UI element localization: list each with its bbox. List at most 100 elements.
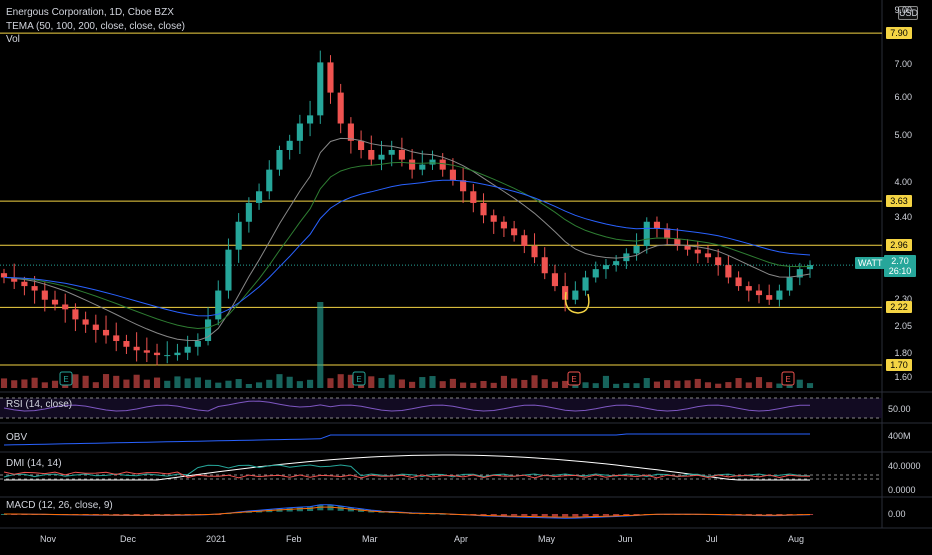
candle-body bbox=[0, 273, 8, 278]
volume-bar bbox=[490, 382, 497, 388]
macd-hist-bar bbox=[480, 514, 487, 516]
level-tag: 7.90 bbox=[886, 27, 912, 40]
volume-bar bbox=[215, 382, 222, 388]
volume-bar bbox=[153, 377, 161, 388]
time-axis-label: 2021 bbox=[206, 534, 227, 544]
candle-body bbox=[327, 62, 334, 93]
rsi-axis-value: 50.00 bbox=[888, 404, 911, 414]
candle-body bbox=[551, 273, 558, 287]
obv-line bbox=[3, 433, 810, 446]
time-axis-label: Dec bbox=[120, 534, 137, 544]
macd-hist-bar bbox=[745, 514, 752, 515]
volume-bar bbox=[378, 378, 385, 388]
candle-body bbox=[11, 277, 18, 282]
volume-bar bbox=[613, 383, 620, 388]
candle-body bbox=[286, 140, 293, 150]
candle-body bbox=[51, 299, 59, 305]
volume-bar bbox=[31, 377, 38, 388]
candle-body bbox=[684, 245, 691, 250]
price-axis-label: 4.00 bbox=[894, 177, 912, 187]
volume-bar bbox=[194, 377, 201, 388]
candle-body bbox=[92, 324, 99, 330]
macd-hist-bar bbox=[766, 514, 773, 515]
candle-body bbox=[429, 159, 436, 165]
candle-body bbox=[113, 335, 120, 342]
volume-bar bbox=[143, 379, 150, 388]
macd-hist-bar bbox=[613, 514, 620, 516]
obv-legend: OBV bbox=[6, 432, 28, 443]
volume-bar bbox=[164, 380, 171, 388]
volume-bar bbox=[582, 382, 589, 388]
candle-body bbox=[704, 253, 712, 258]
volume-bar bbox=[174, 376, 181, 388]
candle-body bbox=[582, 277, 589, 291]
candle-body bbox=[664, 228, 671, 239]
candle-body bbox=[133, 346, 140, 351]
candle-body bbox=[266, 169, 273, 192]
volume-bar bbox=[806, 383, 814, 388]
macd-hist-bar bbox=[531, 514, 538, 517]
volume-bar bbox=[266, 379, 273, 388]
candle-body bbox=[31, 286, 38, 291]
macd-hist-bar bbox=[776, 514, 783, 515]
candle-body bbox=[225, 249, 232, 291]
macd-hist-bar bbox=[500, 514, 507, 516]
candle-body bbox=[613, 261, 620, 266]
candle-body bbox=[307, 115, 314, 124]
volume-bar bbox=[204, 379, 212, 388]
annotation-circle bbox=[564, 291, 590, 314]
time-axis-label: Jul bbox=[706, 534, 718, 544]
volume-bar bbox=[286, 376, 293, 388]
volume-bar bbox=[388, 374, 395, 388]
volume-bar bbox=[684, 380, 691, 388]
price-axis-label: 1.60 bbox=[894, 372, 912, 382]
volume-bar bbox=[102, 374, 110, 388]
macd-hist-bar bbox=[102, 514, 110, 515]
candle-body bbox=[449, 169, 456, 181]
candle-body bbox=[41, 290, 48, 300]
candle-body bbox=[62, 304, 69, 310]
svg-text:E: E bbox=[571, 375, 576, 384]
tema-line-2 bbox=[3, 161, 811, 330]
macd-hist-bar bbox=[521, 514, 528, 516]
volume-bar bbox=[664, 380, 671, 388]
dmi-axis-value-top: 40.0000 bbox=[888, 461, 921, 471]
candle-body bbox=[194, 341, 201, 347]
candle-body bbox=[21, 281, 28, 287]
volume-bar bbox=[337, 374, 344, 388]
last-price-tag: 2.70 26:10 bbox=[884, 255, 916, 277]
volume-bar bbox=[449, 378, 456, 388]
macd-hist-bar bbox=[164, 514, 171, 515]
volume-bar bbox=[398, 379, 405, 388]
macd-signal-line bbox=[4, 506, 811, 518]
volume-bar bbox=[51, 380, 59, 388]
macd-hist-bar bbox=[113, 514, 120, 515]
macd-hist-bar bbox=[623, 514, 630, 516]
candle-body bbox=[215, 290, 222, 320]
volume-bar bbox=[562, 380, 569, 388]
candle-body bbox=[123, 341, 130, 347]
volume-bar bbox=[500, 375, 507, 388]
volume-bar bbox=[184, 378, 191, 388]
volume-bar bbox=[592, 383, 599, 388]
candle-body bbox=[796, 269, 803, 278]
candle-body bbox=[245, 202, 252, 222]
volume-bar bbox=[766, 382, 773, 388]
price-axis-label: 3.40 bbox=[894, 212, 912, 222]
candle-body bbox=[500, 221, 507, 229]
candle-body bbox=[521, 235, 528, 246]
candle-body bbox=[388, 149, 395, 155]
dmi-plus-line bbox=[3, 464, 811, 478]
candle-body bbox=[102, 329, 110, 336]
candle-body bbox=[153, 352, 161, 356]
volume-bar bbox=[715, 383, 722, 388]
candle-body bbox=[347, 123, 354, 141]
chart-title: Energous Corporation, 1D, Cboe BZX bbox=[6, 7, 174, 18]
candle-body bbox=[745, 286, 752, 291]
price-axis-label: 9.00 bbox=[894, 5, 912, 15]
volume-bar bbox=[276, 374, 283, 388]
candle-body bbox=[592, 269, 599, 278]
currency-button[interactable]: USD bbox=[898, 6, 919, 20]
